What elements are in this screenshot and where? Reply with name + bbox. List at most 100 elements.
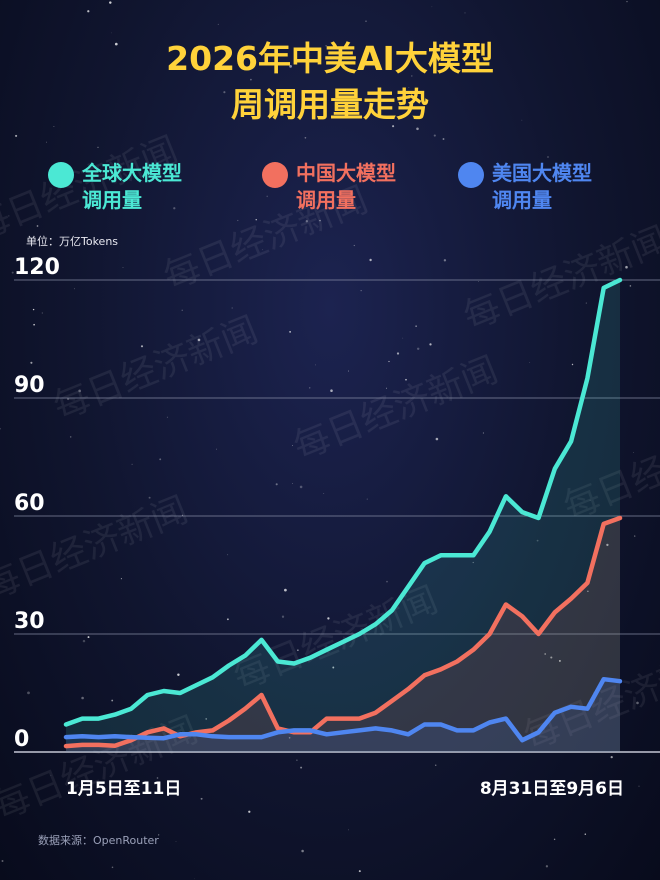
star [606, 543, 609, 547]
grid-lines [14, 279, 660, 753]
star [81, 696, 84, 700]
star [30, 361, 33, 364]
star [237, 219, 239, 222]
star [122, 267, 124, 268]
star [89, 196, 91, 198]
star [332, 666, 335, 669]
legend-item-china: 中国大模型 调用量 [262, 160, 426, 214]
star [636, 701, 639, 705]
y-axis-ticks: 0 30 60 90 120 [14, 255, 60, 752]
star [32, 308, 35, 311]
star [304, 136, 307, 139]
star [431, 6, 433, 8]
star [521, 119, 523, 121]
star [443, 259, 447, 262]
star [558, 659, 561, 662]
star [181, 514, 183, 516]
star [301, 849, 304, 853]
source-label: 数据来源：OpenRouter [38, 834, 159, 847]
star [405, 378, 407, 381]
star [308, 387, 311, 389]
star [110, 32, 112, 34]
star [226, 618, 229, 621]
star [416, 127, 419, 131]
star [323, 493, 325, 494]
star [262, 249, 263, 251]
star [255, 219, 257, 221]
star [223, 91, 226, 94]
star [109, 1, 112, 4]
star [348, 370, 350, 372]
legend-item-global: 全球大模型 调用量 [48, 160, 212, 214]
x-axis-start-label: 1月5日至11日 [66, 779, 181, 799]
star [300, 766, 303, 769]
star [292, 483, 293, 484]
star [408, 87, 410, 88]
star [158, 834, 160, 836]
y-tick-label: 60 [14, 491, 45, 516]
star [33, 323, 35, 326]
star [297, 649, 299, 651]
star [53, 126, 55, 128]
star [82, 639, 86, 643]
star [369, 258, 372, 262]
star [181, 309, 183, 311]
star [435, 764, 437, 766]
legend-label-china-line2: 调用量 [296, 188, 356, 212]
legend-label-global-line1: 全球大模型 [82, 161, 182, 185]
star [0, 427, 1, 430]
star [478, 281, 479, 282]
watermark: 每日经济新闻 [458, 219, 660, 338]
star [536, 539, 539, 542]
star [610, 755, 613, 759]
star [148, 496, 151, 499]
star [584, 833, 587, 835]
star [435, 437, 439, 441]
star [365, 20, 367, 22]
star [589, 499, 591, 501]
star [18, 495, 21, 498]
star [131, 463, 133, 466]
y-tick-label: 30 [14, 609, 45, 634]
star [299, 485, 303, 489]
star [50, 774, 52, 776]
star [250, 78, 252, 81]
area-global [66, 280, 620, 752]
star [166, 416, 168, 418]
star [585, 302, 587, 304]
legend-label-global-line2: 调用量 [82, 188, 142, 212]
star [200, 797, 203, 800]
star [36, 225, 39, 227]
star [571, 363, 574, 366]
star [348, 829, 349, 831]
star [41, 312, 43, 314]
series-areas [66, 280, 620, 752]
series-line-global [63, 277, 623, 727]
star [114, 42, 118, 46]
star [433, 66, 435, 69]
star [360, 290, 362, 292]
y-tick-label: 0 [14, 727, 29, 752]
star [177, 673, 180, 676]
star [626, 0, 628, 3]
star [632, 452, 634, 454]
star [547, 156, 549, 158]
star [416, 347, 420, 351]
series-line-usa [63, 676, 623, 743]
star [97, 146, 99, 148]
chart-title-line1: 2026年中美AI大模型 [166, 39, 494, 78]
star [227, 554, 229, 556]
star [442, 138, 445, 140]
star [216, 448, 217, 450]
y-tick-label: 120 [14, 255, 60, 280]
star [111, 699, 114, 702]
star [87, 636, 90, 639]
star [402, 337, 404, 339]
legend-dot-global [48, 162, 74, 188]
x-axis-end-label: 8月31日至9月6日 [480, 779, 624, 799]
star [205, 718, 208, 720]
star [11, 271, 14, 274]
legend-dot-usa [458, 162, 484, 188]
star [111, 866, 114, 869]
